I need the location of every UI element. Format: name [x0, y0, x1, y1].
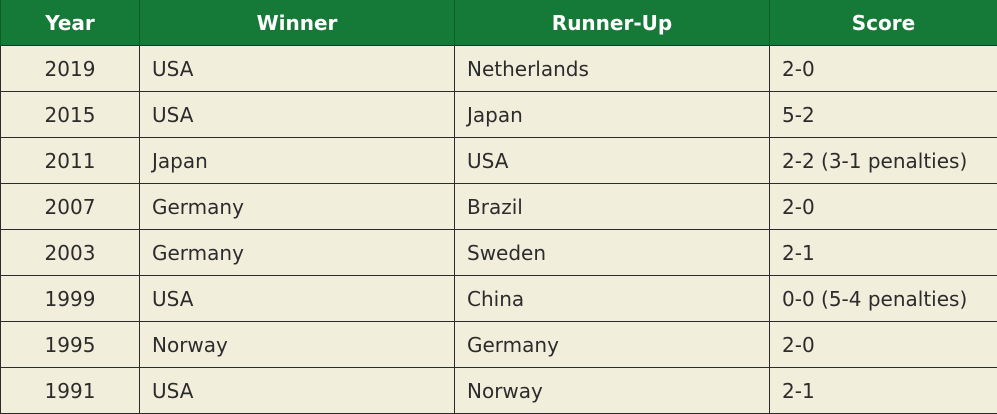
- cell-winner: Japan: [140, 138, 455, 184]
- cell-winner: USA: [140, 276, 455, 322]
- table-row: 2015 USA Japan 5-2: [1, 92, 997, 138]
- cell-winner: Germany: [140, 230, 455, 276]
- cell-year: 1995: [1, 322, 140, 368]
- table-header: Year Winner Runner-Up Score: [1, 0, 997, 46]
- cell-score: 2-2 (3-1 penalties): [770, 138, 997, 184]
- cell-winner: Germany: [140, 184, 455, 230]
- cell-score: 5-2: [770, 92, 997, 138]
- cell-year: 2015: [1, 92, 140, 138]
- header-score: Score: [770, 0, 997, 46]
- cell-winner: Norway: [140, 322, 455, 368]
- cell-runner-up: Germany: [455, 322, 770, 368]
- table-row: 2003 Germany Sweden 2-1: [1, 230, 997, 276]
- cell-score: 2-0: [770, 184, 997, 230]
- cell-score: 2-1: [770, 230, 997, 276]
- table-row: 1999 USA China 0-0 (5-4 penalties): [1, 276, 997, 322]
- cell-winner: USA: [140, 92, 455, 138]
- cell-runner-up: Brazil: [455, 184, 770, 230]
- cell-year: 2007: [1, 184, 140, 230]
- cell-year: 1999: [1, 276, 140, 322]
- table-row: 1995 Norway Germany 2-0: [1, 322, 997, 368]
- cell-year: 2011: [1, 138, 140, 184]
- cell-year: 2019: [1, 46, 140, 92]
- cell-score: 2-0: [770, 322, 997, 368]
- cell-runner-up: Japan: [455, 92, 770, 138]
- header-winner: Winner: [140, 0, 455, 46]
- table-body: 2019 USA Netherlands 2-0 2015 USA Japan …: [1, 46, 997, 414]
- cell-score: 0-0 (5-4 penalties): [770, 276, 997, 322]
- cell-runner-up: Netherlands: [455, 46, 770, 92]
- cell-runner-up: USA: [455, 138, 770, 184]
- table-row: 2011 Japan USA 2-2 (3-1 penalties): [1, 138, 997, 184]
- header-runner-up: Runner-Up: [455, 0, 770, 46]
- cell-year: 2003: [1, 230, 140, 276]
- header-row: Year Winner Runner-Up Score: [1, 0, 997, 46]
- cell-score: 2-0: [770, 46, 997, 92]
- table-row: 2019 USA Netherlands 2-0: [1, 46, 997, 92]
- table-row: 2007 Germany Brazil 2-0: [1, 184, 997, 230]
- cell-winner: USA: [140, 46, 455, 92]
- header-year: Year: [1, 0, 140, 46]
- cell-runner-up: China: [455, 276, 770, 322]
- cell-runner-up: Sweden: [455, 230, 770, 276]
